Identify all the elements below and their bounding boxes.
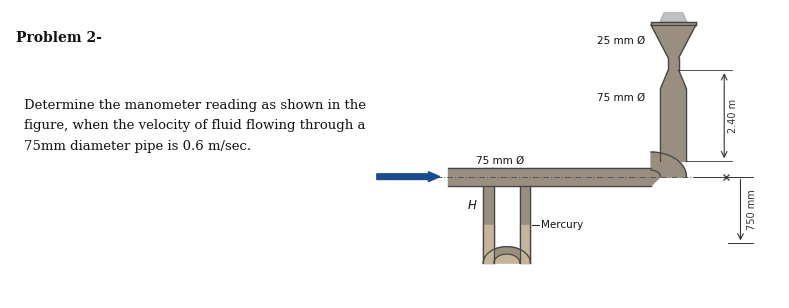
Polygon shape (484, 247, 530, 263)
Text: Determine the manometer reading as shown in the
figure, when the velocity of flu: Determine the manometer reading as shown… (24, 99, 365, 152)
Text: 75 mm Ø: 75 mm Ø (596, 92, 645, 102)
Text: 25 mm Ø: 25 mm Ø (596, 36, 645, 46)
Polygon shape (660, 89, 686, 161)
Polygon shape (651, 25, 696, 58)
Text: 75 mm Ø: 75 mm Ø (477, 156, 525, 166)
Polygon shape (484, 186, 494, 263)
Polygon shape (651, 22, 696, 25)
Polygon shape (651, 152, 686, 177)
Polygon shape (448, 168, 651, 186)
Polygon shape (660, 71, 686, 89)
Polygon shape (484, 225, 494, 263)
Polygon shape (494, 254, 520, 263)
Polygon shape (520, 225, 530, 263)
Polygon shape (484, 168, 494, 186)
Text: H: H (468, 199, 477, 212)
Polygon shape (668, 58, 679, 71)
Polygon shape (520, 186, 530, 263)
Text: 750 mm: 750 mm (746, 190, 757, 230)
Polygon shape (660, 2, 687, 22)
FancyArrow shape (377, 172, 439, 182)
Text: 2.40 m: 2.40 m (728, 99, 739, 133)
Text: Mercury: Mercury (540, 220, 583, 230)
Polygon shape (651, 168, 686, 186)
Text: Problem 2-: Problem 2- (16, 31, 102, 45)
